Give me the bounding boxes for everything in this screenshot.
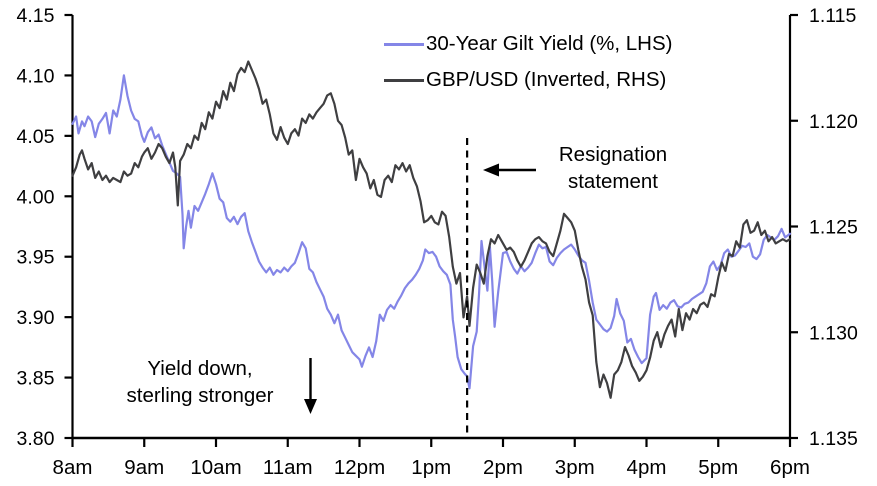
resignation-annotation-line2: statement	[567, 169, 659, 193]
yield-down-annotation-line2: sterling stronger	[126, 383, 274, 407]
left-axis-tick-label: 4.15	[17, 5, 55, 27]
yield-down-annotation: Yield down, sterling stronger	[94, 356, 306, 409]
right-axis-tick-label: 1.135	[809, 428, 858, 450]
legend-item-gbpusd: GBP/USD (Inverted, RHS)	[384, 67, 673, 93]
axes: 4.15 4.10 4.05 4.00 3.95 3.90 3.85 3.80 1.115 1.1…	[17, 5, 858, 479]
gilt-yield-line-swatch	[384, 42, 424, 46]
gbpusd-series-line	[71, 60, 792, 399]
legend-item-gilt-yield: 30-Year Gilt Yield (%, LHS)	[384, 31, 673, 57]
x-axis-tick-label: 8am	[53, 456, 93, 479]
left-axis-tick-label: 3.80	[17, 428, 55, 450]
x-axis-tick-label: 4pm	[627, 456, 667, 479]
x-axis-tick-label: 11am	[263, 456, 313, 479]
gilt-yield-series-line	[71, 74, 792, 390]
x-axis-tick-label: 1pm	[411, 456, 451, 479]
resignation-annotation: Resignation statement	[528, 142, 698, 195]
chart-series	[71, 60, 792, 399]
left-axis-tick-label: 3.95	[17, 247, 55, 269]
left-arrow-icon	[483, 163, 499, 177]
down-arrow-icon	[304, 399, 317, 414]
x-axis-tick-label: 5pm	[698, 456, 738, 479]
resignation-annotation-line1: Resignation	[558, 143, 668, 166]
yield-down-annotation-line1: Yield down,	[147, 357, 253, 380]
right-axis-tick-label: 1.130	[809, 322, 858, 344]
x-axis-tick-label: 6pm	[770, 456, 810, 479]
right-axis-tick-label: 1.120	[809, 111, 858, 133]
legend-label-gbpusd: GBP/USD (Inverted, RHS)	[426, 68, 667, 91]
annotation-arrows	[304, 163, 536, 414]
left-axis-tick-label: 4.10	[17, 65, 55, 87]
x-axis-tick-label: 9am	[124, 456, 164, 479]
legend-label-gilt-yield: 30-Year Gilt Yield (%, LHS)	[426, 32, 673, 55]
x-axis-tick-label: 12pm	[334, 456, 385, 479]
x-axis-tick-label: 2pm	[483, 456, 523, 479]
left-axis-tick-label: 3.85	[17, 368, 55, 390]
gbpusd-line-swatch	[384, 78, 424, 82]
left-axis-tick-label: 4.00	[17, 186, 55, 208]
right-axis-tick-label: 1.125	[809, 217, 858, 239]
x-axis-tick-label: 3pm	[555, 456, 595, 479]
right-axis-tick-label: 1.115	[809, 5, 857, 27]
left-axis-tick-label: 3.90	[17, 307, 55, 329]
x-axis-tick-label: 10am	[190, 456, 241, 479]
left-axis-tick-label: 4.05	[17, 126, 55, 148]
chart-legend: 30-Year Gilt Yield (%, LHS) GBP/USD (Inv…	[384, 31, 673, 93]
